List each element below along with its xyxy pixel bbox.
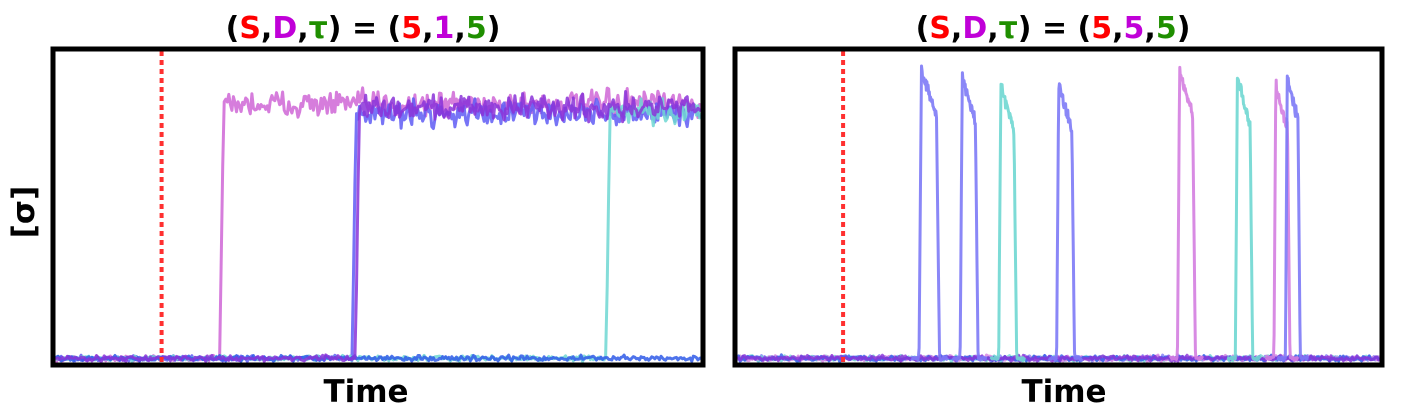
title-comma: , bbox=[454, 11, 465, 46]
pulse-line-right-3 bbox=[1047, 82, 1084, 363]
title-comma: , bbox=[987, 11, 998, 46]
series-line-left-1 bbox=[53, 97, 702, 363]
title-d-value: 1 bbox=[434, 11, 455, 46]
title-close: ) bbox=[487, 11, 501, 46]
title-mid: ) = ( bbox=[1018, 11, 1091, 46]
y-axis-label: [σ] bbox=[6, 186, 42, 238]
pulse-line-right-0 bbox=[910, 64, 949, 362]
pulse-line-right-5 bbox=[1226, 76, 1262, 362]
title-tau-value: 5 bbox=[466, 11, 487, 46]
title-comma: , bbox=[261, 11, 272, 46]
plot-area-right bbox=[735, 51, 1382, 364]
x-axis-label-left: Time bbox=[323, 374, 408, 410]
title-open: ( bbox=[916, 11, 930, 46]
title-comma: , bbox=[297, 11, 308, 46]
title-s: S bbox=[929, 11, 951, 46]
title-close: ) bbox=[1177, 11, 1191, 46]
series-line-left-4 bbox=[55, 90, 702, 364]
plot-area-left bbox=[53, 51, 703, 364]
title-tau: τ bbox=[999, 11, 1018, 46]
chart-right-title: (S,D,τ) = (5,5,5) bbox=[916, 11, 1191, 46]
title-s-value: 5 bbox=[1091, 11, 1112, 46]
pulse-line-right-6 bbox=[1264, 78, 1300, 362]
title-tau-value: 5 bbox=[1156, 11, 1177, 46]
title-open: ( bbox=[226, 11, 240, 46]
title-comma: , bbox=[1112, 11, 1123, 46]
series-line-left-2 bbox=[53, 97, 703, 364]
title-d: D bbox=[962, 11, 987, 46]
title-d-value: 5 bbox=[1124, 11, 1145, 46]
title-s-value: 5 bbox=[401, 11, 422, 46]
pulse-line-right-4 bbox=[1168, 65, 1205, 362]
chart-right: (S,D,τ) = (5,5,5) Time bbox=[732, 11, 1385, 410]
title-comma: , bbox=[1144, 11, 1155, 46]
title-d: D bbox=[272, 11, 297, 46]
pulse-line-right-7 bbox=[1276, 74, 1309, 362]
series-line-left-0 bbox=[53, 86, 703, 364]
plot-frame-left bbox=[50, 46, 706, 368]
plot-frame-right bbox=[732, 46, 1385, 368]
title-comma: , bbox=[422, 11, 433, 46]
pulse-line-right-2 bbox=[989, 82, 1026, 363]
x-axis-label-right: Time bbox=[1021, 374, 1106, 410]
chart-left-title: (S,D,τ) = (5,1,5) bbox=[226, 11, 501, 46]
pulse-line-right-1 bbox=[951, 71, 988, 363]
chart-left: (S,D,τ) = (5,1,5) Time bbox=[50, 11, 706, 410]
title-mid: ) = ( bbox=[328, 11, 401, 46]
title-comma: , bbox=[951, 11, 962, 46]
title-s: S bbox=[239, 11, 261, 46]
title-tau: τ bbox=[309, 11, 328, 46]
